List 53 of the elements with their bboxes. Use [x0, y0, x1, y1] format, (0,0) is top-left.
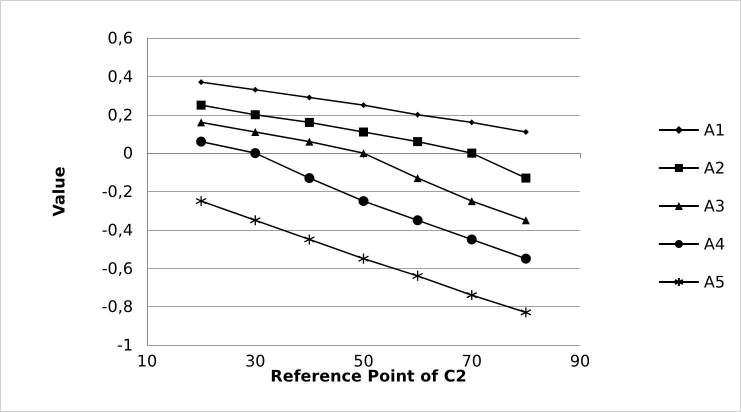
point [305, 138, 314, 146]
point [358, 196, 368, 206]
point [197, 118, 206, 126]
point [520, 306, 532, 318]
x-tick-label: 90 [570, 352, 590, 370]
y-tick-label: 0,6 [108, 28, 133, 48]
point [520, 254, 531, 264]
point [466, 289, 478, 301]
point [250, 148, 260, 158]
point [304, 173, 314, 184]
point [468, 119, 475, 126]
point [467, 148, 476, 158]
y-tick-label: 0,4 [108, 66, 133, 86]
point [468, 197, 476, 206]
point [413, 137, 422, 146]
point [196, 136, 206, 147]
point [251, 128, 260, 136]
point [196, 100, 206, 110]
y-tick-label: -0,6 [102, 258, 133, 278]
legend-label: A2 [704, 158, 725, 178]
y-axis-title: Value [50, 166, 68, 217]
point [466, 234, 477, 244]
point [306, 94, 312, 100]
point [360, 102, 366, 108]
x-tick-label: 10 [136, 352, 158, 370]
y-tick-label: -0,8 [102, 297, 133, 316]
point [358, 253, 370, 264]
point [412, 270, 424, 282]
point [522, 216, 530, 224]
point [198, 79, 204, 86]
y-tick-label: 0 [122, 144, 133, 163]
y-tick-label: -1 [117, 336, 133, 354]
point [195, 195, 207, 207]
point [359, 128, 368, 137]
point [414, 112, 421, 118]
point [522, 129, 529, 136]
legend-label: A4 [704, 234, 725, 254]
legend-label: A1 [704, 120, 725, 140]
y-tick-label: 0,2 [108, 105, 133, 124]
point [250, 214, 261, 226]
y-tick-label: -0,2 [102, 182, 133, 201]
point [250, 110, 260, 120]
point [521, 174, 530, 183]
point [304, 234, 316, 246]
y-tick-label: -0,4 [102, 220, 133, 240]
point [304, 118, 314, 127]
legend-label: A3 [704, 196, 725, 216]
x-tick-label: 30 [245, 352, 266, 370]
point [412, 215, 423, 226]
point [414, 174, 422, 182]
legend-label: A5 [704, 272, 725, 292]
point [252, 86, 258, 93]
point [360, 149, 368, 158]
